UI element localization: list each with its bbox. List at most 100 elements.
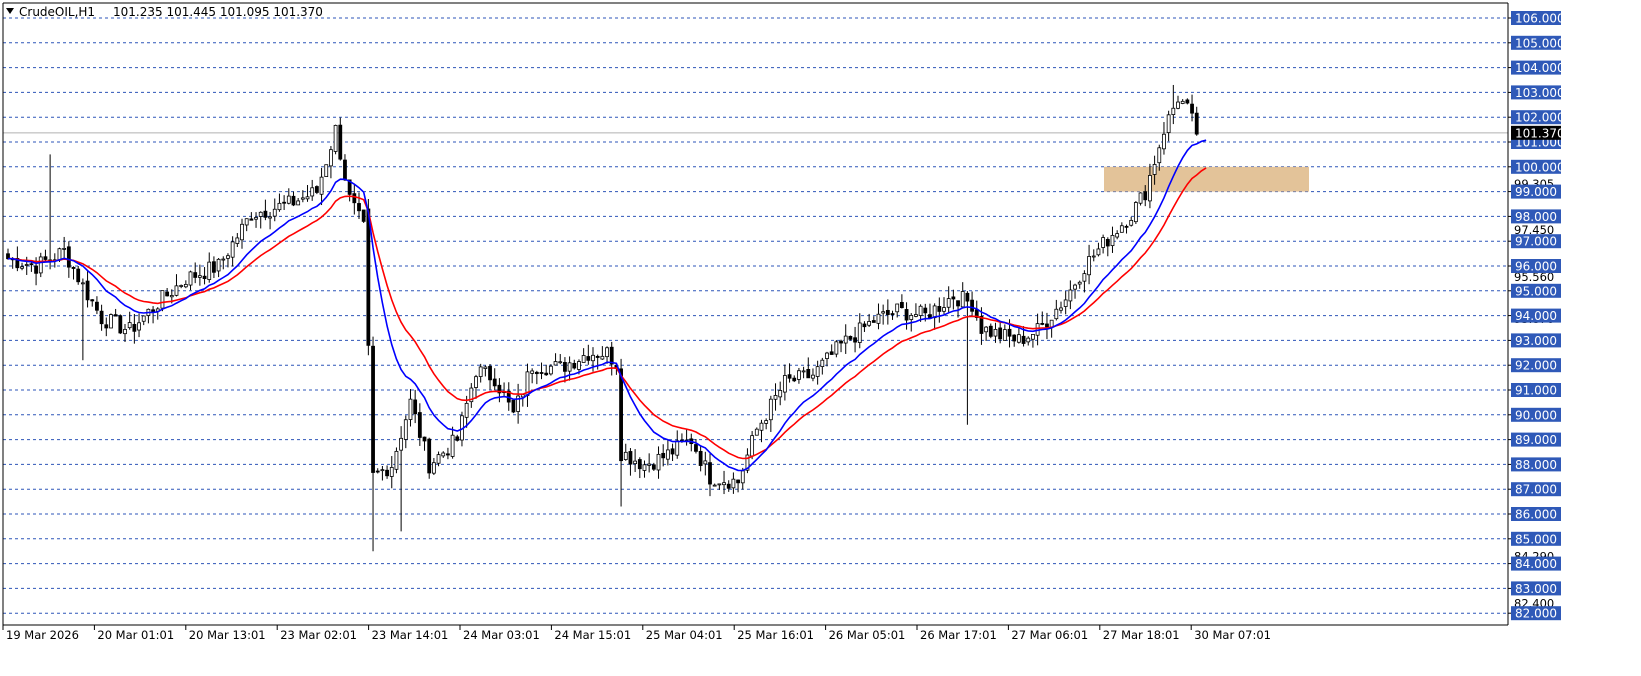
candle-body bbox=[179, 285, 184, 287]
candle-body bbox=[895, 303, 900, 313]
price-label-box bbox=[1511, 457, 1561, 472]
candle-body bbox=[371, 345, 375, 473]
price-label-box bbox=[1511, 85, 1561, 100]
current-price-label: 101.370 bbox=[1515, 126, 1565, 140]
price-tick-label: 84.000 bbox=[1515, 557, 1557, 571]
candle-body bbox=[85, 280, 90, 301]
candle-body bbox=[862, 323, 867, 328]
price-label-box bbox=[1511, 333, 1561, 348]
candle-body bbox=[165, 291, 170, 297]
dropdown-triangle-icon[interactable] bbox=[6, 8, 14, 14]
price-label-box bbox=[1511, 507, 1561, 521]
price-extra-label: 95.560 bbox=[1514, 270, 1554, 284]
price-label-box bbox=[1511, 407, 1561, 422]
candle-body bbox=[474, 376, 478, 388]
candle-body bbox=[1180, 100, 1185, 104]
candle-body bbox=[661, 452, 666, 459]
candle-body bbox=[57, 248, 62, 261]
candle-body bbox=[923, 307, 928, 314]
candle-body bbox=[1068, 289, 1073, 302]
candle-body bbox=[338, 124, 343, 160]
price-label-box bbox=[1511, 110, 1561, 125]
candle-body bbox=[66, 246, 71, 268]
candle-body bbox=[1171, 107, 1176, 115]
candle-body bbox=[736, 479, 740, 484]
candle-body bbox=[160, 290, 165, 309]
candle-body bbox=[240, 223, 244, 241]
candle-body bbox=[169, 295, 174, 298]
candle-body bbox=[539, 372, 544, 374]
candle-body bbox=[80, 282, 85, 285]
candle-body bbox=[1185, 99, 1190, 104]
candle-body bbox=[544, 372, 549, 376]
candle-body bbox=[488, 366, 492, 381]
candle-body bbox=[778, 390, 783, 398]
price-tick-label: 103.000 bbox=[1515, 86, 1565, 100]
price-label-box bbox=[1511, 209, 1561, 224]
candle-body bbox=[1054, 308, 1059, 320]
time-tick-label: 20 Mar 01:01 bbox=[97, 628, 174, 642]
candle-body bbox=[1176, 101, 1180, 109]
candle-body bbox=[857, 322, 862, 343]
candle-body bbox=[300, 197, 305, 200]
candle-body bbox=[558, 361, 563, 364]
price-tick-label: 86.000 bbox=[1515, 508, 1557, 522]
candle-body bbox=[1021, 335, 1026, 344]
price-label-box bbox=[1511, 531, 1561, 546]
candle-body bbox=[235, 237, 240, 244]
candle-body bbox=[207, 261, 212, 280]
price-label-box bbox=[1511, 358, 1561, 373]
candle-body bbox=[993, 329, 998, 337]
candle-body bbox=[890, 313, 895, 315]
candle-body bbox=[408, 398, 413, 420]
price-zone-rectangle[interactable] bbox=[1104, 166, 1309, 192]
current-price-box bbox=[1511, 125, 1561, 140]
time-tick-label: 19 Mar 2026 bbox=[6, 628, 79, 642]
candle-body bbox=[932, 305, 937, 319]
candle-body bbox=[628, 451, 633, 465]
candle-body bbox=[670, 448, 675, 455]
price-tick-label: 83.000 bbox=[1515, 582, 1557, 596]
candle-body bbox=[782, 375, 787, 393]
candle-body bbox=[1133, 202, 1138, 223]
candle-body bbox=[1162, 133, 1166, 150]
price-axis[interactable]: 99.30597.45095.56093.87086.10084.29082.4… bbox=[1508, 11, 1565, 621]
candle-body bbox=[99, 310, 104, 325]
candle-body bbox=[497, 384, 502, 394]
candle-body bbox=[104, 324, 109, 329]
candle-body bbox=[319, 176, 324, 195]
candle-body bbox=[637, 459, 642, 470]
candle-body bbox=[29, 263, 34, 266]
candle-body bbox=[553, 361, 558, 366]
candle-body bbox=[530, 370, 535, 374]
candle-body bbox=[876, 313, 881, 324]
candle-body bbox=[174, 285, 179, 296]
candle-body bbox=[726, 483, 731, 489]
candle-body bbox=[385, 469, 389, 477]
price-tick-label: 94.000 bbox=[1515, 309, 1557, 323]
ma-fast-line bbox=[8, 139, 1207, 472]
price-tick-label: 90.000 bbox=[1515, 408, 1557, 422]
price-label-box bbox=[1511, 35, 1561, 50]
candle-body bbox=[24, 264, 29, 266]
candle-body bbox=[1012, 334, 1017, 342]
candle-body bbox=[881, 311, 886, 314]
candle-body bbox=[595, 355, 600, 358]
candle-body bbox=[647, 463, 652, 466]
price-tick-label: 85.000 bbox=[1515, 532, 1557, 546]
candle-body bbox=[483, 366, 488, 369]
candle-body bbox=[1194, 112, 1199, 135]
time-axis[interactable]: 19 Mar 2026 20 Mar 01:01 20 Mar 13:01 23 Ma… bbox=[2, 625, 1271, 642]
candle-body bbox=[90, 299, 95, 302]
candle-body bbox=[1049, 319, 1054, 328]
price-label-box bbox=[1511, 432, 1561, 447]
moving-averages bbox=[8, 139, 1207, 472]
time-tick-label: 27 Mar 06:01 bbox=[1011, 628, 1088, 642]
axes bbox=[2, 2, 1509, 626]
candle-body bbox=[71, 266, 76, 269]
candle-body bbox=[815, 366, 820, 377]
candle-body bbox=[399, 437, 404, 451]
candle-body bbox=[137, 322, 141, 331]
candle-body bbox=[291, 195, 296, 206]
